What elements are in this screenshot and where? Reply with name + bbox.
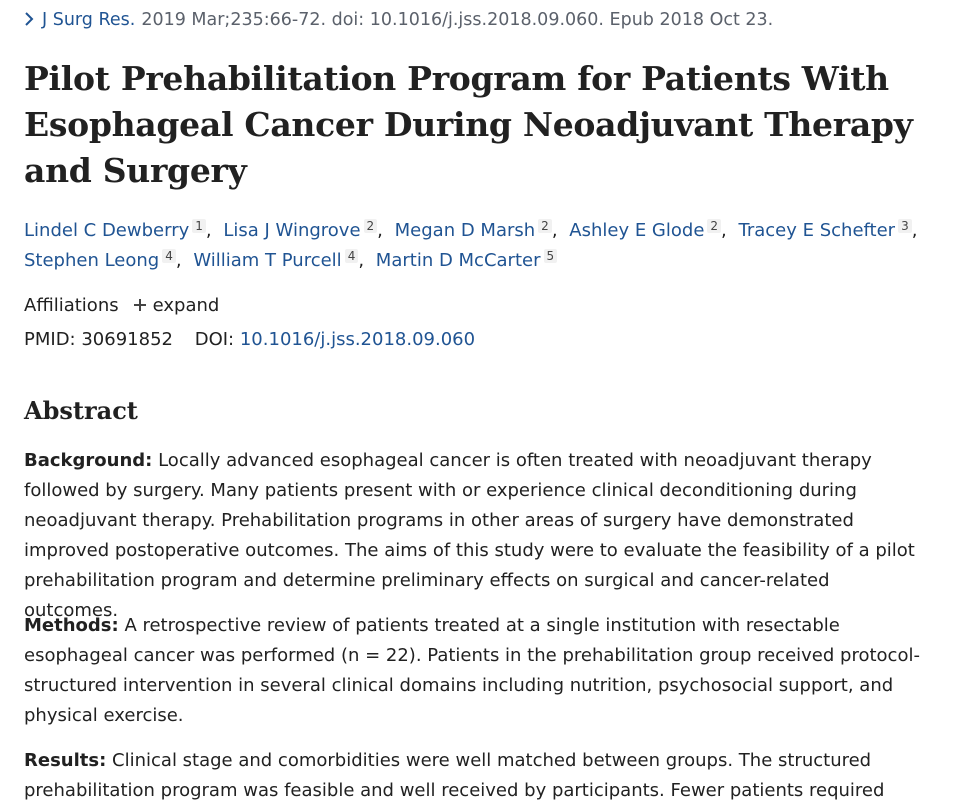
author-link[interactable]: Ashley E Glode [569, 220, 705, 241]
affiliation-ref[interactable]: 4 [344, 249, 359, 263]
author-link[interactable]: Lisa J Wingrove [223, 220, 361, 241]
doi-label: DOI: [194, 329, 235, 350]
author-list: Lindel C Dewberry 1, Lisa J Wingrove 2, Me… [24, 219, 918, 271]
affiliation-ref[interactable]: 2 [538, 219, 552, 233]
author-link[interactable]: Martin D McCarter [375, 250, 541, 271]
abstract-background: Background: Locally advanced esophageal … [24, 446, 929, 626]
methods-label: Methods: [24, 615, 119, 636]
pmid-value: 30691852 [81, 329, 173, 350]
article-title: Pilot Prehabilitation Program for Patien… [24, 59, 913, 190]
affiliation-ref[interactable]: 3 [898, 219, 912, 233]
journal-link[interactable]: J Surg Res. [42, 10, 136, 30]
identifiers: PMID: 30691852 DOI: 10.1016/j.jss.2018.0… [24, 327, 475, 353]
abstract-heading: Abstract [24, 396, 138, 425]
author-link[interactable]: Tracey E Schefter [738, 220, 896, 241]
pmid-label: PMID: [24, 329, 76, 350]
author-link[interactable]: Megan D Marsh [394, 220, 536, 241]
doi-link[interactable]: 10.1016/j.jss.2018.09.060 [239, 329, 476, 350]
author-link[interactable]: Stephen Leong [24, 250, 160, 271]
chevron-right-icon[interactable] [24, 11, 34, 30]
citation-line: J Surg Res. 2019 Mar;235:66-72. doi: 10.… [24, 8, 773, 32]
abstract-methods: Methods: A retrospective review of patie… [24, 611, 929, 731]
expand-label[interactable]: expand [152, 295, 220, 316]
abstract-results: Results: Clinical stage and comorbiditie… [24, 746, 929, 806]
results-text: Clinical stage and comorbidities were we… [24, 750, 885, 801]
affiliation-ref[interactable]: 4 [162, 249, 176, 263]
author-link[interactable]: William T Purcell [193, 250, 342, 271]
background-text: Locally advanced esophageal cancer is of… [24, 450, 915, 621]
background-label: Background: [24, 450, 153, 471]
citation-details: 2019 Mar;235:66-72. doi: 10.1016/j.jss.2… [141, 10, 774, 30]
plus-icon[interactable] [133, 295, 147, 317]
author-link[interactable]: Lindel C Dewberry [24, 220, 190, 241]
affiliation-ref[interactable]: 1 [192, 219, 206, 233]
affiliation-ref[interactable]: 5 [543, 249, 558, 263]
results-label: Results: [24, 750, 107, 771]
affiliation-ref[interactable]: 2 [707, 219, 722, 233]
affiliations-toggle[interactable]: Affiliations expand [24, 293, 219, 319]
methods-text: A retrospective review of patients treat… [24, 615, 920, 726]
affiliations-label: Affiliations [24, 295, 119, 316]
affiliation-ref[interactable]: 2 [363, 219, 378, 233]
